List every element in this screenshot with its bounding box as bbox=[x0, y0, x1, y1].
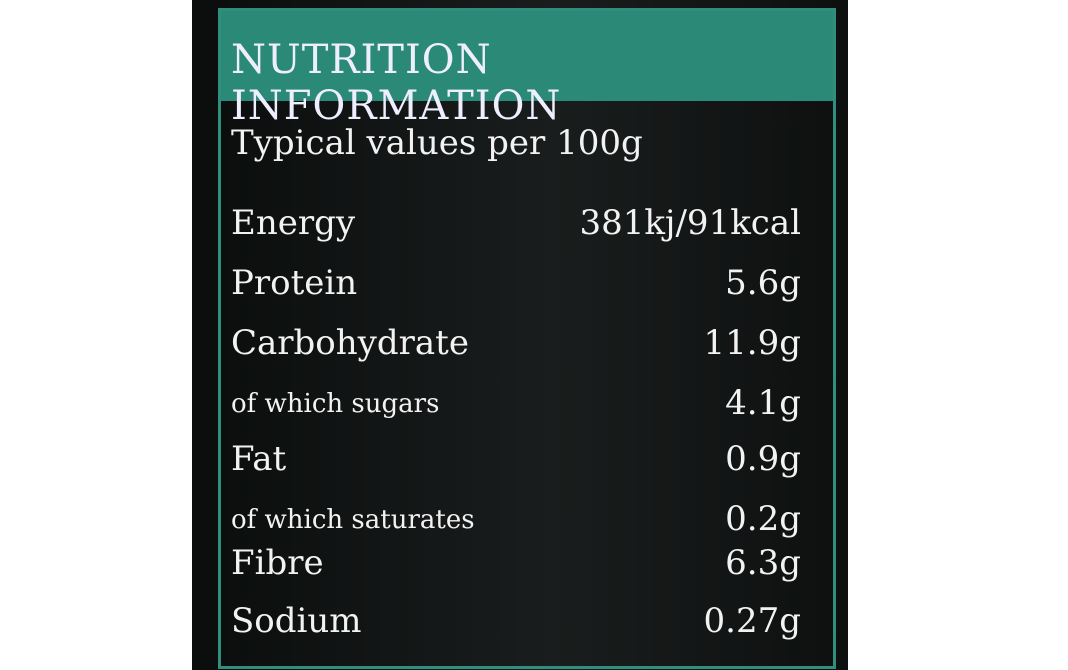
header: NUTRITION INFORMATION bbox=[221, 11, 833, 129]
nutrient-name: Fibre bbox=[231, 543, 324, 583]
nutrient-name: Sodium bbox=[231, 601, 362, 641]
title: NUTRITION INFORMATION bbox=[231, 37, 562, 129]
nutrition-box: NUTRITION INFORMATION Typical values per… bbox=[218, 8, 836, 669]
nutrient-name: of which sugars bbox=[231, 389, 440, 419]
nutrient-name: Carbohydrate bbox=[231, 323, 469, 363]
nutrient-value: 6.3g bbox=[725, 543, 801, 583]
nutrient-value: 0.9g bbox=[725, 439, 801, 479]
nutrient-value: 381kj/91kcal bbox=[579, 203, 801, 243]
nutrient-name: Fat bbox=[231, 439, 287, 479]
nutrient-value: 4.1g bbox=[725, 383, 801, 423]
nutrient-name: Energy bbox=[231, 203, 356, 243]
nutrient-value: 5.6g bbox=[725, 263, 801, 303]
nutrient-name: Protein bbox=[231, 263, 358, 303]
nutrient-value: 11.9g bbox=[703, 323, 801, 363]
nutrient-name: of which saturates bbox=[231, 505, 475, 535]
nutrient-value: 0.27g bbox=[703, 601, 801, 641]
label-panel: NUTRITION INFORMATION Typical values per… bbox=[192, 0, 848, 670]
subtitle: Typical values per 100g bbox=[231, 123, 643, 163]
nutrient-value: 0.2g bbox=[725, 499, 801, 539]
